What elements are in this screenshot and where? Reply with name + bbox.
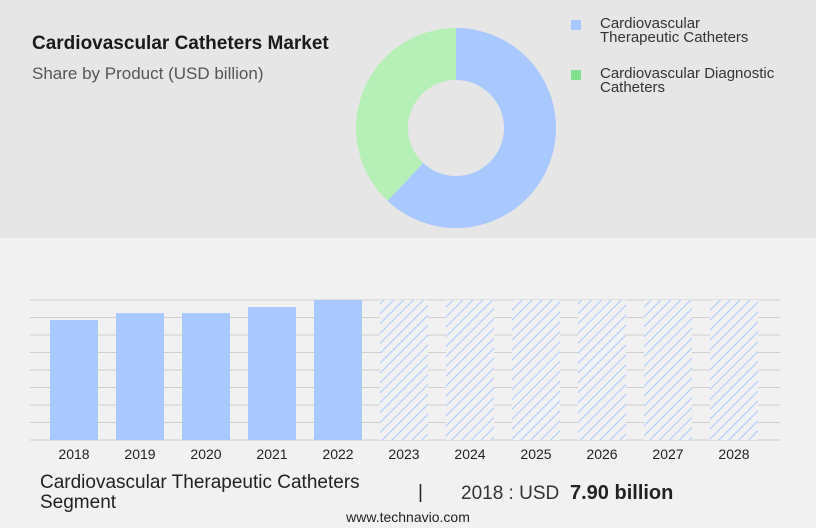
- chart-title: Cardiovascular Catheters Market: [32, 33, 329, 54]
- legend-swatch: [571, 20, 581, 30]
- x-tick-label: 2022: [322, 446, 353, 462]
- forecast-bar: [578, 300, 626, 440]
- forecast-bar: [710, 300, 758, 440]
- forecast-bar: [512, 300, 560, 440]
- x-tick-label: 2020: [190, 446, 221, 462]
- chart-subtitle: Share by Product (USD billion): [32, 64, 264, 83]
- x-tick-label: 2019: [124, 446, 155, 462]
- x-tick-label: 2024: [454, 446, 485, 462]
- bar: [116, 313, 164, 440]
- donut-slice: [387, 28, 556, 228]
- forecast-bar: [380, 300, 428, 440]
- legend-label: Cardiovascular Therapeutic Catheters: [600, 15, 749, 46]
- x-tick-label: 2021: [256, 446, 287, 462]
- x-tick-label: 2023: [388, 446, 419, 462]
- forecast-bar: [644, 300, 692, 440]
- x-tick-label: 2028: [718, 446, 749, 462]
- x-tick-label: 2026: [586, 446, 617, 462]
- separator: |: [418, 482, 423, 503]
- bar: [314, 300, 362, 440]
- highlight-label: 2018 : USD: [461, 483, 560, 504]
- forecast-bar: [446, 300, 494, 440]
- highlight-value: 7.90 billion: [570, 482, 674, 504]
- legend-swatch: [571, 70, 581, 80]
- x-tick-label: 2025: [520, 446, 551, 462]
- source: www.technavio.com: [346, 509, 470, 525]
- donut-slice: [356, 27, 456, 201]
- x-tick-label: 2027: [652, 446, 683, 462]
- bar: [182, 313, 230, 440]
- bar: [50, 320, 98, 440]
- x-tick-label: 2018: [58, 446, 89, 462]
- segment-label: Cardiovascular Therapeutic Catheters Seg…: [40, 472, 360, 513]
- bar: [248, 306, 296, 440]
- legend-label: Cardiovascular Diagnostic Catheters: [600, 65, 775, 96]
